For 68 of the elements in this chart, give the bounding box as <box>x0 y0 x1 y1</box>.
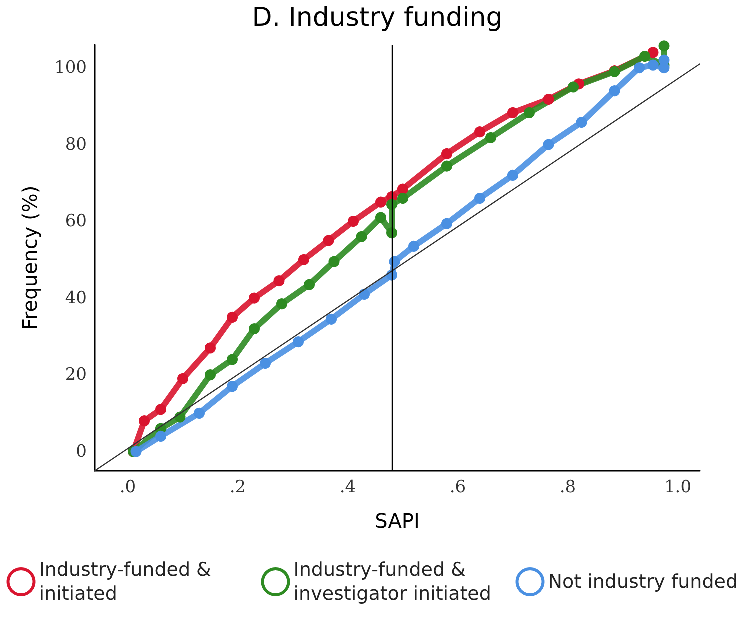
point <box>658 54 670 66</box>
point <box>178 373 188 384</box>
legend-label: Industry-funded & investigator initiated <box>294 559 492 605</box>
chart-title: D. Industry funding <box>252 3 503 33</box>
point <box>398 184 408 195</box>
point <box>543 139 554 150</box>
x-tick-label: .2 <box>230 478 246 498</box>
point <box>293 336 304 348</box>
point <box>442 218 452 230</box>
point <box>274 276 285 287</box>
point <box>376 212 386 224</box>
y-tick-label: 100 <box>54 58 87 78</box>
point <box>648 60 659 71</box>
point <box>474 126 486 138</box>
point <box>408 240 420 252</box>
y-tick-label: 20 <box>65 365 87 386</box>
point <box>130 446 142 458</box>
y-tick-label: 0 <box>76 442 87 462</box>
point <box>205 370 216 381</box>
point <box>139 416 150 427</box>
point <box>194 408 205 419</box>
point <box>474 193 486 204</box>
y-tick-label: 40 <box>65 288 87 308</box>
point <box>576 117 588 128</box>
x-tick-label: .6 <box>450 478 466 498</box>
point <box>227 354 238 366</box>
point <box>156 404 166 416</box>
point <box>442 148 452 160</box>
point <box>348 216 359 228</box>
point <box>398 193 408 204</box>
point <box>227 312 238 323</box>
point <box>260 358 271 370</box>
x-tick-label: .8 <box>560 478 576 498</box>
point <box>249 324 260 334</box>
point <box>227 381 238 392</box>
legend-label: Industry-funded & initiated <box>39 559 218 605</box>
point <box>323 235 334 246</box>
point <box>543 94 554 105</box>
point <box>249 292 260 304</box>
point <box>524 107 535 118</box>
point <box>356 231 368 242</box>
point <box>634 62 645 74</box>
point <box>648 47 659 58</box>
point <box>156 430 166 442</box>
point <box>376 196 386 208</box>
point <box>486 132 496 144</box>
point <box>609 86 620 97</box>
legend-label: Not industry funded <box>548 571 738 593</box>
point <box>658 40 670 52</box>
y-tick-label: 80 <box>65 134 87 155</box>
point <box>304 279 315 290</box>
x-tick-label: .4 <box>340 478 356 498</box>
point <box>442 160 452 172</box>
point <box>328 256 340 268</box>
x-tick-label: .0 <box>120 478 136 498</box>
point <box>205 342 216 354</box>
point <box>508 107 518 118</box>
point <box>359 288 370 300</box>
point <box>640 51 650 62</box>
point <box>276 298 288 310</box>
point <box>298 254 310 266</box>
point <box>568 82 579 93</box>
x-tick-label: 1.0 <box>664 478 692 498</box>
y-tick-label: 60 <box>65 212 87 232</box>
x-axis-title: SAPI <box>375 509 420 533</box>
point <box>508 170 518 181</box>
y-axis-title: Frequency (%) <box>18 186 42 330</box>
point <box>326 314 337 325</box>
